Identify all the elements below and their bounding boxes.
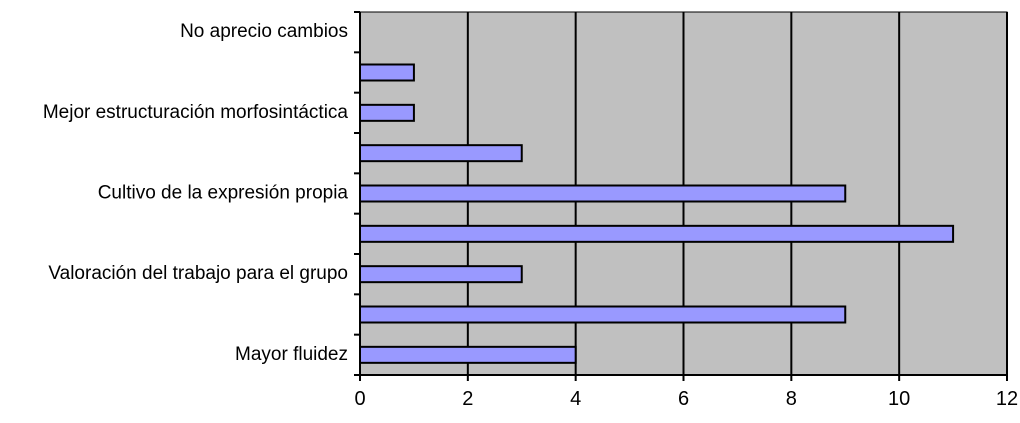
x-tick-labels: 0 2 4 6 8 10 12 [354, 388, 1018, 410]
bars [359, 63, 955, 364]
category-label-0: Mayor fluidez [235, 344, 348, 365]
bar-2 [359, 265, 523, 284]
category-label-6: Mejor estructuración morfosintáctica [43, 102, 349, 123]
category-labels: Mayor fluidez Valoración del trabajo para… [43, 21, 349, 365]
category-label-8: No aprecio cambios [180, 21, 348, 42]
x-tick-label-0: 0 [354, 388, 365, 410]
bar-1 [359, 305, 847, 324]
x-tick-label-4: 4 [570, 388, 581, 410]
category-label-2: Valoración del trabajo para el grupo [48, 263, 348, 284]
y-axis-ticks [354, 11, 360, 376]
x-axis-ticks [359, 375, 1008, 381]
x-tick-label-2: 2 [462, 388, 473, 410]
x-tick-label-12: 12 [996, 388, 1018, 410]
x-tick-label-8: 8 [786, 388, 797, 410]
category-label-4: Cultivo de la expresión propia [98, 183, 349, 204]
x-tick-label-6: 6 [678, 388, 689, 410]
bar-5 [359, 144, 523, 163]
bar-6 [359, 103, 415, 122]
bar-3 [359, 224, 955, 243]
bar-7 [359, 63, 415, 82]
bar-4 [359, 184, 847, 203]
x-tick-label-10: 10 [888, 388, 910, 410]
bar-0 [359, 345, 577, 364]
